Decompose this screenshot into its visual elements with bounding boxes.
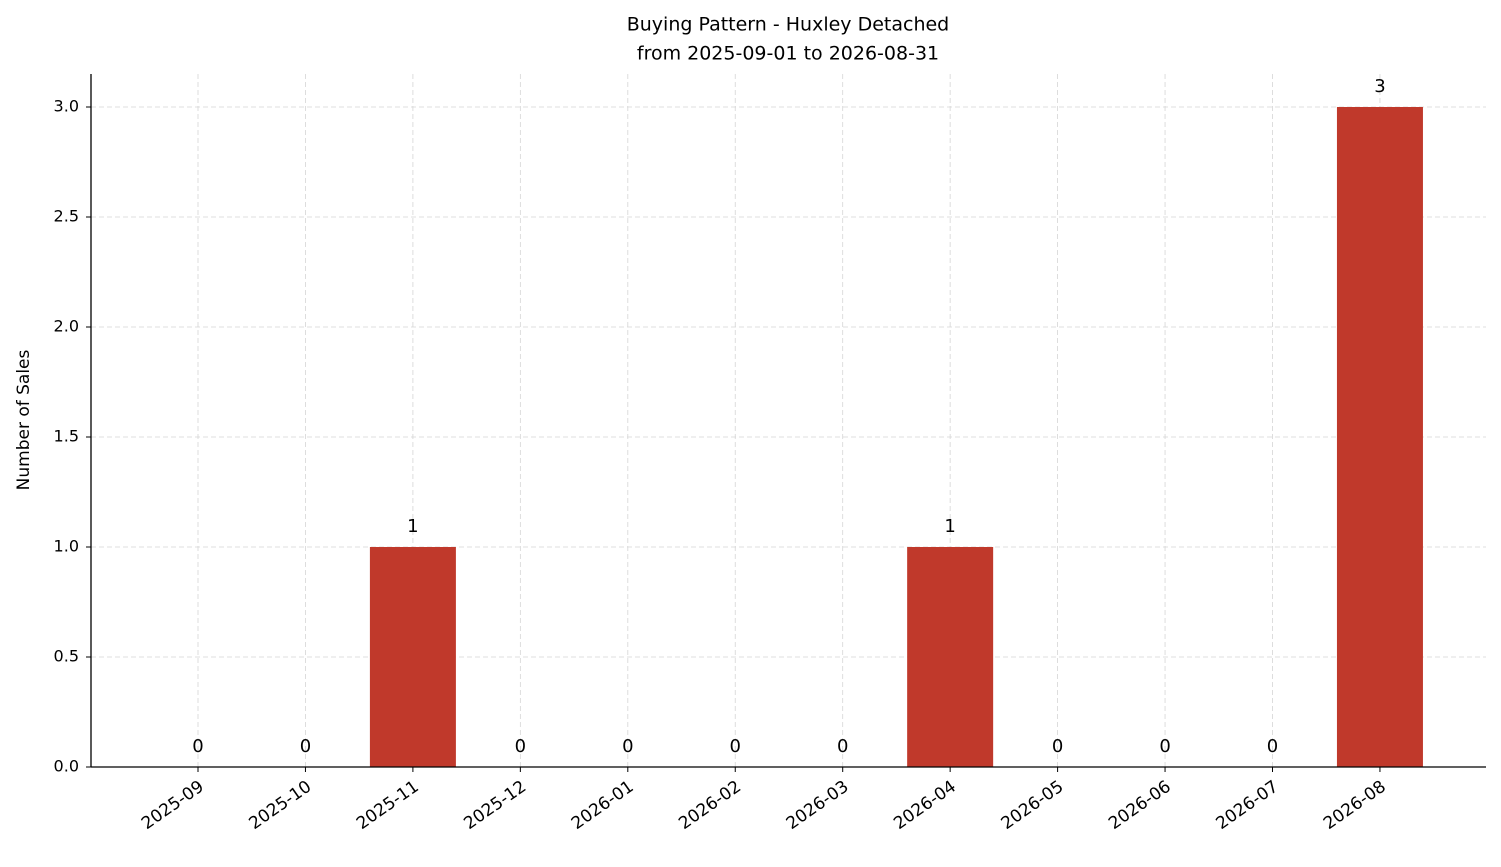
x-tick-label: 2025-09 (138, 777, 208, 834)
y-tick-label: 0.0 (54, 757, 79, 776)
x-tick-label: 2026-03 (783, 777, 853, 834)
data-label: 0 (1159, 736, 1170, 757)
x-tick-label: 2026-01 (568, 777, 638, 834)
x-tick-label: 2025-12 (460, 777, 530, 834)
data-label: 0 (515, 736, 526, 757)
y-tick-label: 0.5 (54, 647, 79, 666)
y-axis-label: Number of Sales (14, 349, 34, 490)
data-label: 0 (1267, 736, 1278, 757)
x-tick-label: 2026-06 (1105, 777, 1175, 834)
bar (369, 547, 456, 767)
x-tick-label: 2026-02 (675, 777, 745, 834)
data-label: 1 (944, 516, 955, 537)
data-label: 3 (1374, 76, 1385, 97)
data-label: 0 (730, 736, 741, 757)
bar (1336, 107, 1423, 767)
data-label: 0 (192, 736, 203, 757)
y-tick-label: 3.0 (54, 97, 79, 116)
bar (907, 547, 994, 767)
y-tick-label: 1.5 (54, 427, 79, 446)
x-tick-label: 2026-05 (998, 777, 1068, 834)
y-tick-label: 2.0 (54, 317, 79, 336)
x-tick-label: 2026-07 (1213, 777, 1283, 834)
x-tick-label: 2025-10 (246, 777, 316, 834)
chart-title: Buying Pattern - Huxley Detached (627, 14, 950, 36)
data-label: 1 (407, 516, 418, 537)
x-tick-label: 2026-08 (1320, 777, 1390, 834)
y-tick-label: 2.5 (54, 207, 79, 226)
data-label: 0 (622, 736, 633, 757)
x-tick-label: 2025-11 (353, 777, 423, 834)
chart-subtitle: from 2025-09-01 to 2026-08-31 (637, 43, 939, 65)
data-label: 0 (1052, 736, 1063, 757)
data-label: 0 (837, 736, 848, 757)
data-label: 0 (300, 736, 311, 757)
y-tick-label: 1.0 (54, 537, 79, 556)
x-tick-label: 2026-04 (890, 777, 960, 834)
